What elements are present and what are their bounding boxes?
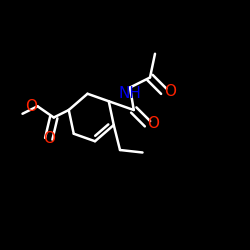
Text: O: O	[148, 116, 160, 131]
Text: O: O	[26, 99, 38, 114]
Text: O: O	[43, 131, 55, 146]
Text: O: O	[164, 84, 176, 100]
Text: NH: NH	[118, 86, 142, 101]
